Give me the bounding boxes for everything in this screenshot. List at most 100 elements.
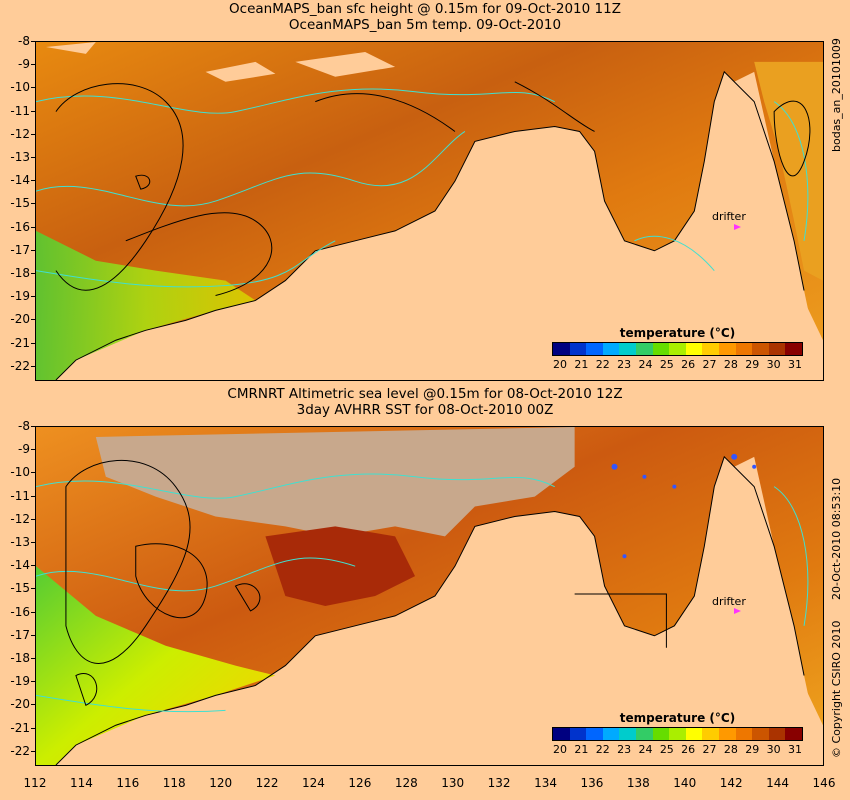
y-tick-label: -11 — [0, 490, 36, 502]
y-tick-label: -10 — [0, 466, 36, 478]
colorbar-swatch — [619, 728, 636, 740]
colorbar-swatch — [569, 343, 587, 355]
y-tick-label: -22 — [0, 360, 36, 372]
x-tick-label: 116 — [116, 776, 140, 790]
y-tick-label: -12 — [0, 128, 36, 140]
x-tick-label: 140 — [673, 776, 697, 790]
colorbar-label: 25 — [659, 743, 674, 756]
x-tick-label: 130 — [441, 776, 465, 790]
colorbar-label: 27 — [702, 743, 717, 756]
bottom-colorbar: temperature (°C) 20 21 22 23 24 25 26 27 28 29 30 3… — [552, 711, 803, 756]
bottom-colorbar-strip — [552, 727, 803, 741]
y-tick-label: -11 — [0, 105, 36, 117]
colorbar-label: 31 — [788, 743, 802, 756]
y-tick-label: -8 — [0, 420, 36, 432]
y-tick-label: -18 — [0, 652, 36, 664]
colorbar-swatch — [752, 728, 769, 740]
colorbar-swatch — [586, 728, 603, 740]
copyright-label: © Copyright CSIRO 2010 — [830, 620, 843, 758]
colorbar-label: 21 — [574, 743, 589, 756]
bottom-height-contours — [65, 459, 261, 707]
top-map[interactable] — [35, 41, 824, 381]
colorbar-swatch — [718, 343, 736, 355]
colorbar-label: 28 — [723, 743, 738, 756]
top-drifter-marker[interactable] — [734, 224, 741, 230]
bottom-drifter-marker[interactable] — [734, 608, 741, 614]
y-tick-label: -13 — [0, 536, 36, 548]
bottom-y-axis: -8 -9 -10 -11 -12 -13 -14 -15 -16 -17 -18 -19 -20 -21… — [0, 420, 36, 765]
top-colorbar-labels: 20 21 22 23 24 25 26 27 28 29 30 31 — [552, 356, 803, 371]
top-cape-york-land — [734, 71, 823, 380]
colorbar-label: 23 — [617, 743, 632, 756]
colorbar-label: 26 — [681, 358, 696, 371]
y-tick-label: -9 — [0, 58, 36, 70]
x-tick-label: 114 — [69, 776, 93, 790]
top-title-line1: OceanMAPS_ban sfc height @ 0.15m for 09-… — [229, 1, 621, 17]
colorbar-label: 29 — [745, 358, 760, 371]
x-tick-label: 138 — [626, 776, 650, 790]
bottom-side-label: 20-Oct-2010 08:53:10 — [830, 477, 843, 600]
x-tick-label: 122 — [255, 776, 279, 790]
x-tick-label: 132 — [487, 776, 511, 790]
y-tick-label: -14 — [0, 174, 36, 186]
colorbar-swatch — [602, 343, 620, 355]
x-tick-label: 134 — [534, 776, 557, 790]
colorbar-swatch — [635, 343, 653, 355]
colorbar-swatch — [735, 343, 753, 355]
y-tick-label: -10 — [0, 81, 36, 93]
colorbar-label: 26 — [681, 743, 696, 756]
y-tick-label: -18 — [0, 267, 36, 279]
colorbar-swatch — [735, 728, 753, 740]
colorbar-label: 24 — [638, 358, 653, 371]
y-tick-label: -16 — [0, 606, 36, 618]
colorbar-label: 30 — [766, 743, 781, 756]
top-side-label: bodas_an_20101009 — [830, 38, 843, 152]
top-y-axis: -8 -9 -10 -11 -12 -13 -14 -15 -16 -17 -18 -19 -20 -21… — [0, 35, 36, 380]
y-tick-label: -19 — [0, 290, 36, 302]
y-tick-label: -16 — [0, 221, 36, 233]
colorbar-label: 22 — [595, 743, 610, 756]
bottom-colorbar-title: temperature (°C) — [619, 711, 736, 725]
colorbar-swatch — [669, 728, 686, 740]
y-tick-label: -22 — [0, 745, 36, 757]
colorbar-label: 23 — [617, 358, 632, 371]
colorbar-swatch — [652, 343, 670, 355]
bottom-cloud-specks — [611, 453, 757, 559]
y-tick-label: -9 — [0, 443, 36, 455]
colorbar-swatch — [702, 343, 719, 355]
top-title-line2: OceanMAPS_ban 5m temp. 09-Oct-2010 — [288, 17, 562, 33]
x-tick-label: 128 — [394, 776, 418, 790]
x-tick-label: 120 — [209, 776, 233, 790]
y-tick-label: -14 — [0, 559, 36, 571]
y-tick-label: -20 — [0, 698, 36, 710]
bottom-title-line2: 3day AVHRR SST for 08-Oct-2010 00Z — [296, 402, 554, 418]
x-tick-label: 112 — [23, 776, 47, 790]
y-tick-label: -20 — [0, 313, 36, 325]
y-tick-label: -21 — [0, 337, 36, 349]
top-islands — [45, 42, 276, 82]
y-tick-label: -8 — [0, 35, 36, 47]
colorbar-swatch — [785, 728, 802, 740]
top-height-contours — [55, 81, 811, 296]
colorbar-label: 29 — [745, 743, 760, 756]
colorbar-swatch — [553, 343, 570, 355]
top-colorbar-strip — [552, 342, 803, 356]
bottom-map[interactable] — [35, 426, 824, 766]
y-tick-label: -17 — [0, 244, 36, 256]
x-tick-label: 146 — [812, 776, 836, 790]
bottom-cape-york-land — [734, 456, 823, 765]
colorbar-label: 20 — [553, 743, 567, 756]
colorbar-label: 21 — [574, 358, 589, 371]
bottom-cyan-contours — [36, 473, 809, 713]
bottom-cloud-no-data — [95, 427, 575, 537]
colorbar-label: 24 — [638, 743, 653, 756]
x-tick-label: 144 — [766, 776, 790, 790]
x-tick-label: 126 — [348, 776, 372, 790]
colorbar-swatch — [718, 728, 736, 740]
top-colorbar: temperature (°C) 20 21 22 23 24 25 26 27 28 29 30 3… — [552, 326, 803, 371]
colorbar-swatch — [619, 343, 636, 355]
colorbar-label: 22 — [595, 358, 610, 371]
colorbar-swatch — [586, 343, 603, 355]
top-drifter-label: drifter — [712, 210, 746, 223]
colorbar-label: 28 — [723, 358, 738, 371]
